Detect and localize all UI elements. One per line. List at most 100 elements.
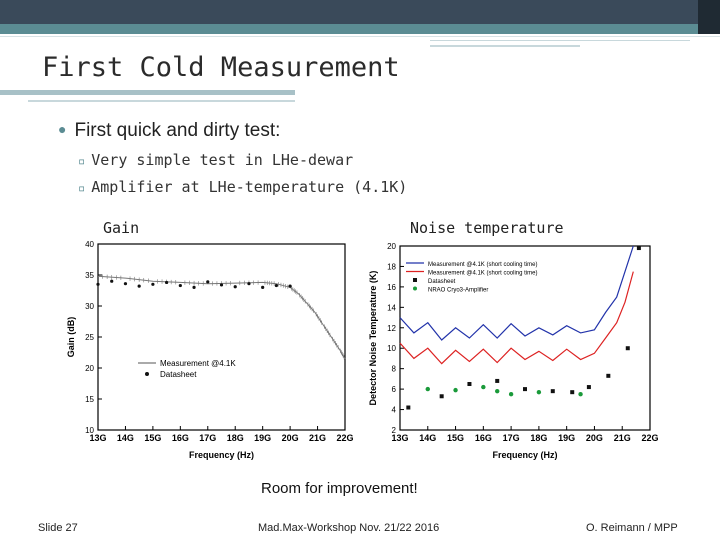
x-tick-label: 16G xyxy=(475,433,492,443)
legend-label: NRAO Cryo3-Amplifier xyxy=(428,288,488,294)
series-point xyxy=(425,386,430,392)
header-corner-block xyxy=(698,0,720,34)
x-tick-label: 16G xyxy=(172,433,189,443)
slide-title: First Cold Measurement xyxy=(42,52,400,83)
x-tick-label: 22G xyxy=(336,433,353,443)
series-point xyxy=(481,384,486,390)
series-point xyxy=(288,284,292,288)
series-point xyxy=(495,388,500,394)
series-point xyxy=(467,382,472,386)
improvement-note: Room for improvement! xyxy=(261,480,418,497)
header-divider xyxy=(0,36,720,37)
y-tick-label: 20 xyxy=(387,242,396,251)
y-tick-label: 16 xyxy=(387,283,396,292)
series-point xyxy=(523,387,527,392)
series-point xyxy=(586,385,591,390)
y-tick-label: 10 xyxy=(387,344,396,353)
legend-label: Datasheet xyxy=(428,279,456,285)
bullet-dot-icon: ● xyxy=(58,121,67,137)
x-axis-label: Frequency (Hz) xyxy=(189,450,254,460)
x-tick-label: 15G xyxy=(447,433,464,443)
series-point xyxy=(123,282,128,286)
series-point xyxy=(178,283,182,288)
series-point xyxy=(233,285,237,289)
square-bullet-icon: ▫ xyxy=(78,154,86,168)
series-point xyxy=(439,394,444,399)
sub-bullet-text: Amplifier at LHe-temperature (4.1K) xyxy=(91,178,408,196)
series-point xyxy=(192,285,196,289)
legend-label: Measurement @4.1K xyxy=(160,359,236,368)
x-tick-label: 21G xyxy=(309,433,326,443)
x-tick-label: 20G xyxy=(586,433,603,443)
series-point xyxy=(550,389,555,394)
title-underline-thin xyxy=(28,100,295,102)
x-tick-label: 14G xyxy=(419,433,436,443)
square-bullet-icon: ▫ xyxy=(78,181,86,195)
y-tick-label: 18 xyxy=(387,262,396,271)
x-tick-label: 14G xyxy=(117,433,134,443)
x-tick-label: 19G xyxy=(254,433,271,443)
series-point xyxy=(151,282,155,286)
header-bar xyxy=(0,0,720,24)
y-tick-label: 30 xyxy=(85,302,94,311)
legend-swatch xyxy=(413,278,417,282)
y-tick-label: 6 xyxy=(392,385,397,394)
x-tick-label: 20G xyxy=(282,433,299,443)
footer-author: O. Reimann / MPP xyxy=(586,522,678,534)
series-point xyxy=(165,280,169,285)
x-axis-label: Frequency (Hz) xyxy=(492,450,557,460)
y-tick-label: 20 xyxy=(85,364,94,373)
header-decor-line xyxy=(430,40,690,41)
series-point xyxy=(578,392,583,397)
bullet-text: First quick and dirty test: xyxy=(74,120,281,141)
x-tick-label: 22G xyxy=(641,433,658,443)
y-axis-label: Gain (dB) xyxy=(66,317,76,358)
series-point xyxy=(261,285,265,289)
x-tick-label: 19G xyxy=(558,433,575,443)
x-tick-label: 21G xyxy=(614,433,631,443)
series-point xyxy=(453,387,458,393)
x-tick-label: 15G xyxy=(144,433,161,443)
series-point xyxy=(508,392,514,397)
series-point xyxy=(137,284,141,288)
series-line xyxy=(399,245,634,341)
series-point xyxy=(274,283,278,288)
y-tick-label: 14 xyxy=(387,303,396,312)
x-tick-label: 17G xyxy=(199,433,216,443)
legend-label: Measurement @4.1K (short cooling time) xyxy=(428,262,537,268)
bullet-main: ● First quick and dirty test: xyxy=(58,120,280,142)
noise-label: Noise temperature xyxy=(410,219,564,237)
series-point xyxy=(625,346,630,351)
footer-event: Mad.Max-Workshop Nov. 21/22 2016 xyxy=(258,522,440,534)
y-axis-label: Detector Noise Temperature (K) xyxy=(368,271,378,406)
x-tick-label: 13G xyxy=(391,433,408,443)
gain-label: Gain xyxy=(103,219,140,237)
plot-frame xyxy=(399,245,651,431)
series-point xyxy=(536,389,542,395)
x-tick-label: 18G xyxy=(530,433,547,443)
series-line xyxy=(399,271,634,365)
y-tick-label: 15 xyxy=(85,395,94,404)
legend-label: Datasheet xyxy=(160,370,197,379)
series-point xyxy=(495,378,500,383)
series-point xyxy=(636,246,641,251)
title-underline xyxy=(0,90,295,95)
legend-swatch xyxy=(413,286,417,291)
y-tick-label: 25 xyxy=(85,333,94,342)
y-tick-label: 12 xyxy=(387,324,396,333)
x-tick-label: 17G xyxy=(503,433,520,443)
header-decor-line xyxy=(430,45,580,47)
x-tick-label: 13G xyxy=(89,433,106,443)
sub-bullet: ▫ Amplifier at LHe-temperature (4.1K) xyxy=(78,178,407,196)
sub-bullet: ▫ Very simple test in LHe-dewar xyxy=(78,151,353,169)
y-tick-label: 8 xyxy=(392,365,397,374)
legend-label: Measurement @4.1K (short cooling time) xyxy=(428,271,537,277)
series-point xyxy=(96,282,100,286)
series-point xyxy=(606,373,611,378)
series-point xyxy=(247,282,251,286)
header-accent-bar xyxy=(0,24,720,34)
gain-chart: 13G 14G 15G 16G 17G 18G 19G 20G 21G 22G 10 15 20 25 30… xyxy=(40,238,360,470)
series-point xyxy=(206,280,210,284)
x-tick-label: 18G xyxy=(227,433,244,443)
series-point xyxy=(110,279,114,283)
